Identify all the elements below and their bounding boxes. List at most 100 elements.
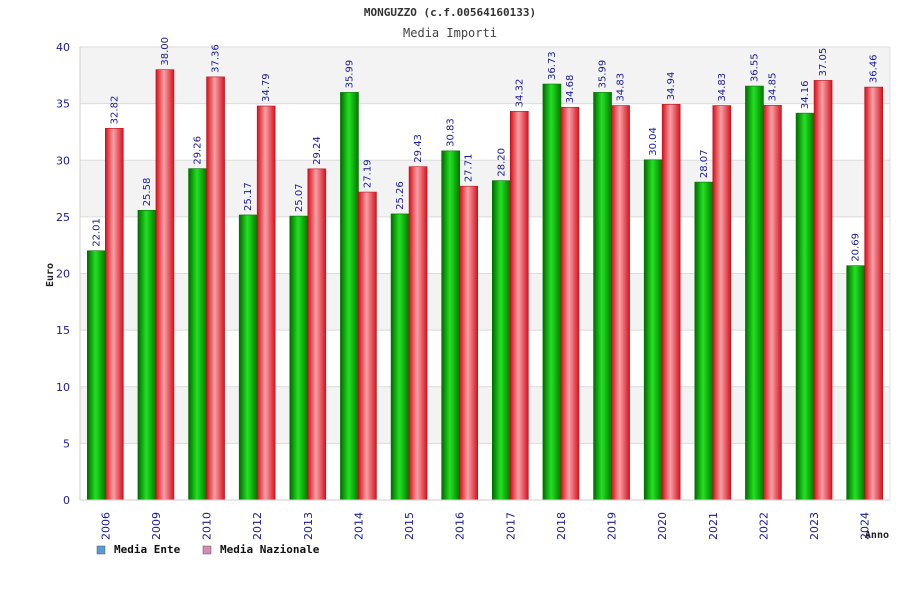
x-tick-label: 2023	[808, 512, 821, 540]
x-tick-label: 2014	[352, 512, 365, 540]
bar-media-nazionale	[813, 80, 833, 501]
data-label: 30.04	[648, 127, 659, 156]
bar-media-ente	[137, 210, 157, 501]
x-tick-label: 2019	[606, 512, 619, 540]
data-label: 29.26	[193, 136, 204, 165]
bar-media-ente	[643, 159, 663, 501]
y-axis-ticks: 0 5 10 15 20 25 30 35 40	[56, 41, 70, 507]
data-label: 34.85	[767, 73, 778, 102]
data-label: 28.20	[496, 148, 507, 177]
x-axis-title: Anno	[865, 530, 889, 541]
y-tick-label: 35	[56, 98, 70, 111]
data-label: 22.01	[91, 218, 102, 247]
x-tick-label: 2017	[504, 512, 517, 540]
data-label: 25.07	[294, 183, 305, 212]
data-label: 25.26	[395, 181, 406, 210]
x-tick-label: 2010	[201, 512, 214, 540]
bars	[87, 69, 883, 501]
bar-media-ente	[188, 168, 207, 501]
legend-swatch-media-nazionale	[202, 545, 212, 555]
data-label: 35.99	[598, 60, 609, 89]
bar-media-nazionale	[763, 105, 782, 501]
x-tick-label: 2018	[555, 512, 568, 540]
data-label: 37.05	[818, 48, 829, 77]
data-label: 36.55	[749, 53, 760, 82]
x-tick-label: 2024	[859, 512, 872, 540]
y-axis-title: Euro	[45, 263, 56, 287]
data-label: 29.24	[312, 136, 323, 165]
x-tick-label: 2013	[302, 512, 315, 540]
x-tick-label: 2015	[403, 512, 416, 540]
bar-media-nazionale	[358, 191, 377, 501]
chart-subtitle: Media Importi	[403, 26, 497, 40]
y-tick-label: 30	[56, 154, 70, 167]
bar-media-ente	[846, 265, 865, 501]
data-label: 28.07	[699, 149, 710, 178]
x-tick-label: 2009	[150, 512, 163, 540]
bar-media-nazionale	[661, 104, 681, 501]
y-tick-label: 0	[63, 494, 70, 507]
data-label: 36.46	[869, 54, 880, 83]
y-tick-label: 20	[56, 268, 70, 281]
y-tick-label: 5	[63, 437, 70, 450]
data-label: 37.36	[211, 44, 222, 73]
x-tick-label: 2021	[707, 512, 720, 540]
bar-media-nazionale	[712, 105, 732, 501]
bar-media-ente	[340, 92, 359, 501]
bar-media-nazionale	[155, 69, 175, 501]
data-label: 34.83	[717, 73, 728, 102]
axes	[79, 47, 891, 501]
data-label: 27.19	[362, 159, 373, 188]
data-label: 34.68	[565, 75, 576, 104]
bar-media-ente	[694, 181, 714, 501]
bar-media-ente	[238, 214, 258, 501]
x-tick-label: 2020	[656, 512, 669, 540]
data-label: 25.17	[243, 182, 254, 211]
value-labels: 22.01 32.82 25.58 38.00 29.26 37.36 25.17 34.79…	[91, 37, 879, 262]
data-label: 30.83	[446, 118, 457, 147]
y-tick-label: 10	[56, 381, 70, 394]
bar-media-nazionale	[408, 166, 428, 501]
y-tick-label: 25	[56, 211, 70, 224]
bar-media-nazionale	[864, 86, 883, 501]
bar-media-nazionale	[510, 111, 529, 501]
bar-media-nazionale	[206, 76, 225, 501]
data-label: 35.99	[344, 60, 355, 89]
legend-swatch-media-ente	[96, 545, 106, 555]
bar-media-ente	[593, 92, 612, 501]
data-label: 34.79	[261, 73, 272, 102]
data-label: 20.69	[851, 233, 862, 262]
x-tick-label: 2012	[251, 512, 264, 540]
legend-label-media-ente: Media Ente	[114, 543, 181, 556]
x-tick-label: 2016	[454, 512, 467, 540]
legend-label-media-nazionale: Media Nazionale	[220, 543, 320, 556]
x-tick-label: 2022	[757, 512, 770, 540]
x-tick-label: 2006	[99, 512, 112, 540]
x-axis-ticks: 2006 2009 2010 2012 2013 2014 2015 2016 2017 2018…	[99, 512, 871, 540]
bar-media-ente	[795, 112, 815, 501]
bar-media-nazionale	[560, 106, 580, 501]
bar-media-ente	[492, 180, 511, 501]
data-label: 32.82	[109, 96, 120, 125]
data-label: 38.00	[160, 37, 171, 66]
y-tick-label: 40	[56, 41, 70, 54]
data-label: 34.32	[514, 79, 525, 108]
bar-media-nazionale	[307, 168, 327, 501]
bar-media-ente	[542, 83, 562, 501]
bar-media-ente	[390, 213, 410, 501]
bar-media-nazionale	[611, 105, 630, 501]
bar-media-ente	[441, 150, 460, 501]
legend: Media Ente Media Nazionale	[96, 543, 320, 556]
bar-media-ente	[87, 250, 106, 501]
chart-title: MONGUZZO (c.f.00564160133)	[364, 6, 536, 19]
bar-media-nazionale	[256, 105, 276, 501]
bar-media-nazionale	[459, 185, 478, 501]
y-tick-label: 15	[56, 324, 70, 337]
data-label: 25.58	[142, 178, 153, 207]
data-label: 36.73	[547, 51, 558, 80]
bar-media-nazionale	[105, 128, 124, 501]
data-label: 29.43	[413, 134, 424, 163]
bar-media-ente	[745, 85, 764, 501]
